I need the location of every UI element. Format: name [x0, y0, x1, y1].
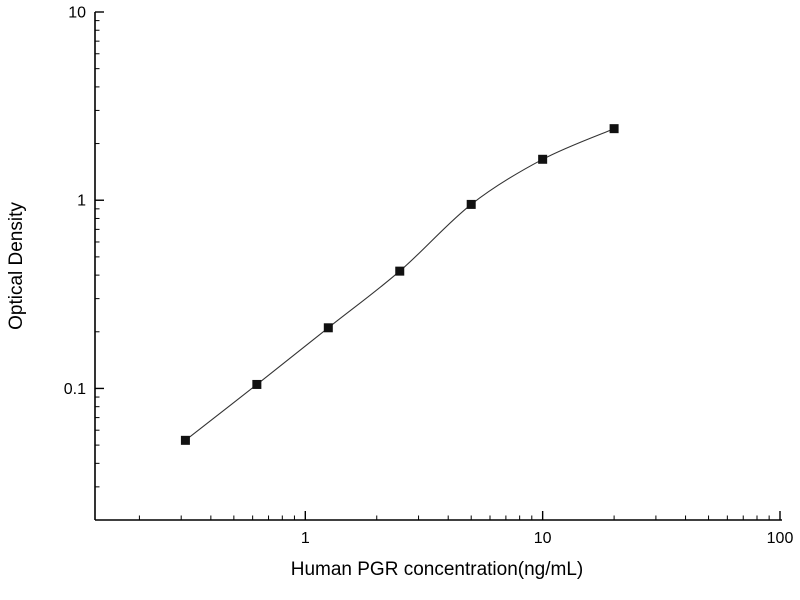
- y-tick-label: 10: [68, 5, 86, 22]
- y-tick-label: 1: [77, 193, 86, 210]
- plot-layer: 1 10 100 0.1 1 10: [64, 5, 794, 548]
- data-point: [180, 435, 190, 445]
- data-point: [466, 199, 476, 209]
- data-point: [252, 379, 262, 389]
- y-axis-title: Optical Density: [6, 202, 27, 330]
- y-tick-label: 0.1: [64, 381, 86, 398]
- fit-curve: [185, 128, 615, 441]
- data-point: [538, 154, 548, 164]
- x-tick-label: 100: [767, 530, 794, 547]
- data-point: [395, 266, 405, 276]
- x-axis-title: Human PGR concentration(ng/mL): [291, 559, 584, 580]
- data-point: [323, 323, 333, 333]
- data-point: [609, 124, 619, 134]
- x-tick-label: 1: [301, 530, 310, 547]
- x-tick-label: 10: [534, 530, 552, 547]
